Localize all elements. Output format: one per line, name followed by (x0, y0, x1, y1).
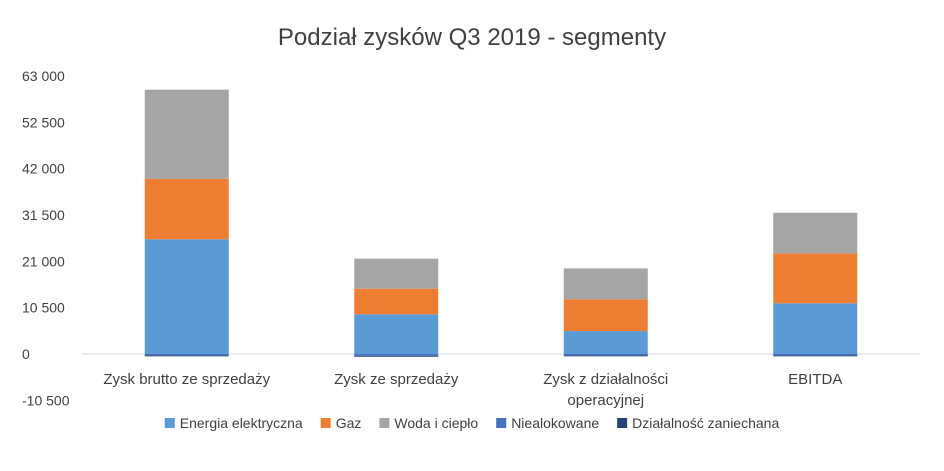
bar-segment (354, 355, 439, 357)
bar-segment (354, 258, 439, 289)
legend-swatch (320, 418, 331, 428)
category-label: Zysk ze sprzedaży (334, 371, 459, 388)
legend-swatch (379, 418, 390, 428)
legend-label: Gaz (336, 415, 362, 431)
bar-segment (354, 354, 439, 356)
bar-stack (563, 268, 648, 357)
bar-segment (773, 303, 858, 354)
category-label: Zysk z działalności (543, 371, 668, 388)
legend-item: Energia elektryczna (164, 415, 303, 431)
legend-item: Działalność zaniechana (617, 415, 779, 431)
legend-swatch (164, 418, 175, 428)
bar-segment (563, 354, 648, 356)
legend-label: Działalność zaniechana (632, 415, 779, 431)
legend-swatch (617, 418, 628, 428)
bar-segment (144, 239, 229, 354)
bar-segment (144, 178, 229, 240)
y-tick-label: 42 000 (22, 161, 65, 177)
bar-stack (144, 89, 229, 357)
bar-segment (563, 268, 648, 300)
bar-segment (563, 355, 648, 357)
bars (144, 89, 858, 357)
legend-label: Woda i ciepło (394, 415, 478, 431)
y-tick-label: 63 000 (22, 68, 65, 84)
legend-item: Niealokowane (496, 415, 599, 431)
y-axis: 63 000 52 500 42 000 31 500 21 000 10 500 0 -10… (22, 68, 70, 408)
bar-segment (354, 314, 439, 354)
category-label: Zysk brutto ze sprzedaży (103, 371, 270, 388)
legend-item: Woda i ciepło (379, 415, 478, 431)
bar-segment (354, 288, 439, 315)
legend: Energia elektryczna Gaz Woda i ciepło Nieal… (164, 415, 779, 431)
y-tick-label: 0 (22, 346, 30, 362)
bar-segment (563, 331, 648, 354)
legend-label: Niealokowane (511, 415, 599, 431)
bar-stack (354, 258, 439, 357)
bar-segment (773, 355, 858, 357)
y-tick-label: 21 000 (22, 253, 65, 269)
legend-label: Energia elektryczna (180, 415, 303, 431)
bar-segment (773, 354, 858, 356)
chart-title: Podział zysków Q3 2019 - segmenty (278, 24, 666, 51)
bar-segment (144, 89, 229, 179)
bar-segment (773, 253, 858, 304)
bar-segment (563, 299, 648, 332)
y-tick-label: 10 500 (22, 300, 65, 316)
bar-segment (144, 354, 229, 356)
category-label: operacyjnej (567, 392, 644, 409)
bar-segment (773, 212, 858, 254)
y-tick-label: 31 500 (22, 207, 65, 223)
y-tick-label: -10 500 (22, 392, 70, 408)
y-tick-label: 52 500 (22, 114, 65, 130)
x-axis: Zysk brutto ze sprzedaży Zysk ze sprzedaż… (103, 371, 842, 409)
legend-item: Gaz (320, 415, 362, 431)
bar-stack (773, 212, 858, 357)
legend-swatch (496, 418, 507, 428)
bar-segment (144, 355, 229, 357)
category-label: EBITDA (788, 371, 842, 388)
